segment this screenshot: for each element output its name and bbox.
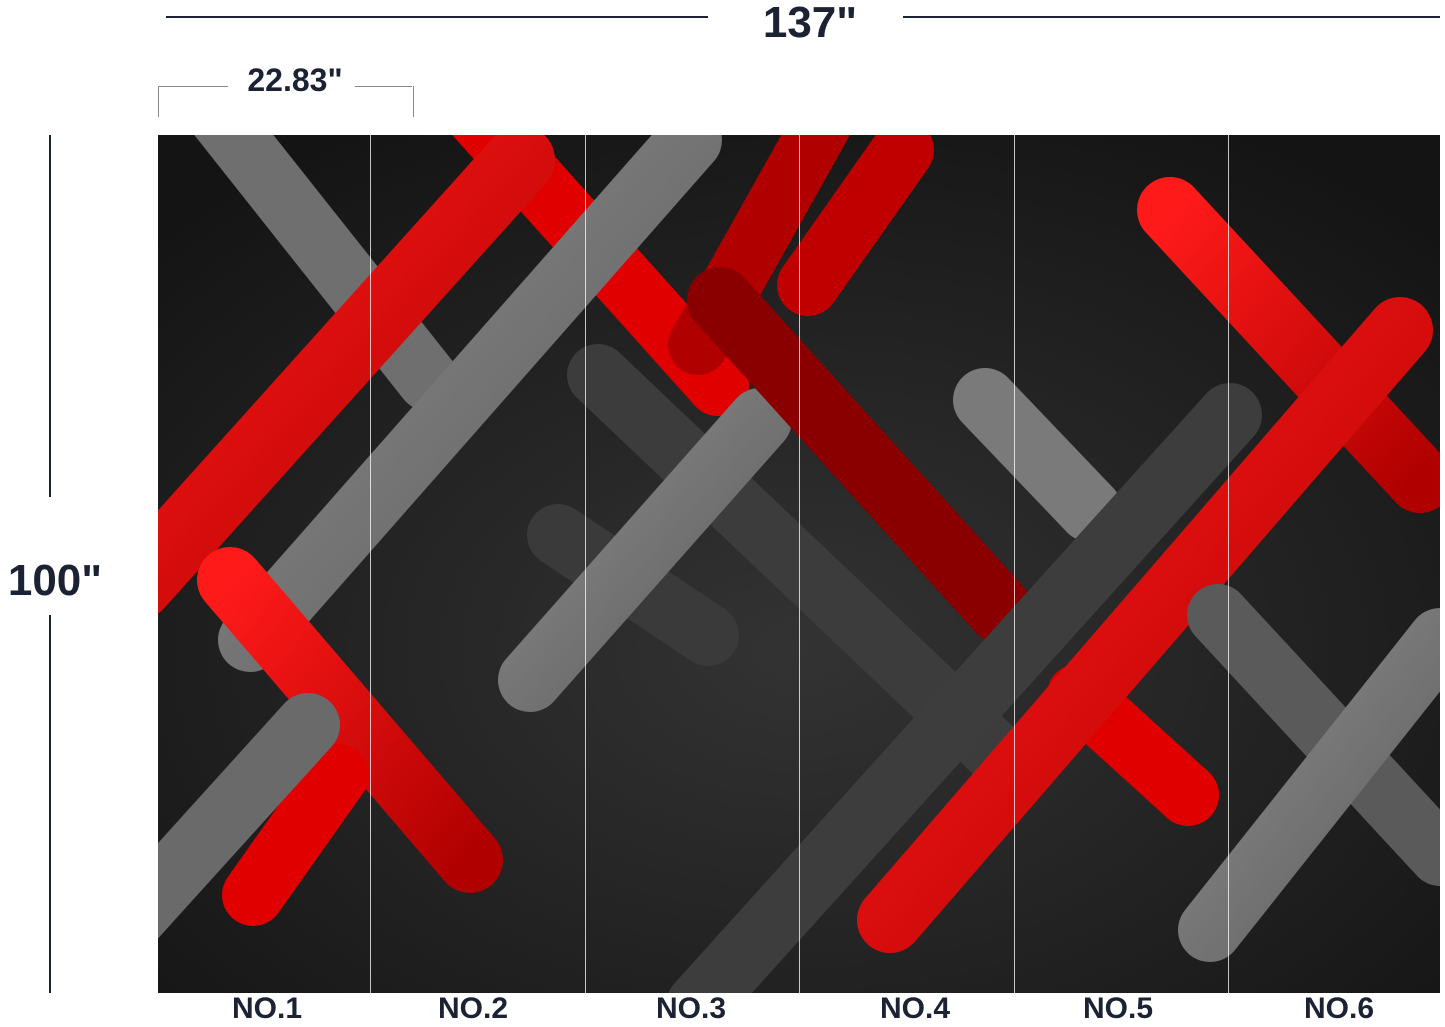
- total-width-label: 137": [762, 0, 858, 47]
- bar: [158, 135, 555, 614]
- panel-seam: [370, 135, 371, 993]
- height-dimension-line-top: [49, 135, 51, 497]
- panel-label-5: NO.5: [1082, 992, 1154, 1025]
- bar: [777, 135, 934, 316]
- bar: [687, 267, 1033, 643]
- panel-label-6: NO.6: [1303, 992, 1375, 1025]
- width-dimension-line-right: [903, 16, 1440, 18]
- panel-label-3: NO.3: [655, 992, 727, 1025]
- panel-seam: [1014, 135, 1015, 993]
- height-dimension-line-bottom: [49, 615, 51, 993]
- panel-seam: [799, 135, 800, 993]
- bar: [1178, 608, 1440, 962]
- panel-seam: [1228, 135, 1229, 993]
- bar: [668, 383, 1262, 993]
- panel-seam: [585, 135, 586, 993]
- panel-label-1: NO.1: [231, 992, 303, 1025]
- bar: [197, 547, 503, 893]
- panel-width-label: 22.83": [247, 62, 343, 98]
- panel-width-bracket: [158, 86, 414, 117]
- bar: [567, 344, 1029, 786]
- panel-label-4: NO.4: [879, 992, 951, 1025]
- bar: [1137, 177, 1440, 513]
- bracket-top-left: [158, 86, 228, 87]
- bar: [498, 388, 792, 712]
- panel-label-2: NO.2: [437, 992, 509, 1025]
- bar: [222, 744, 369, 926]
- total-height-label: 100": [7, 556, 103, 605]
- width-dimension-line-left: [166, 16, 708, 18]
- bar: [857, 297, 1433, 953]
- bar: [218, 135, 722, 672]
- bar: [953, 368, 1122, 542]
- bracket-top-right: [355, 86, 412, 87]
- bar: [158, 693, 340, 939]
